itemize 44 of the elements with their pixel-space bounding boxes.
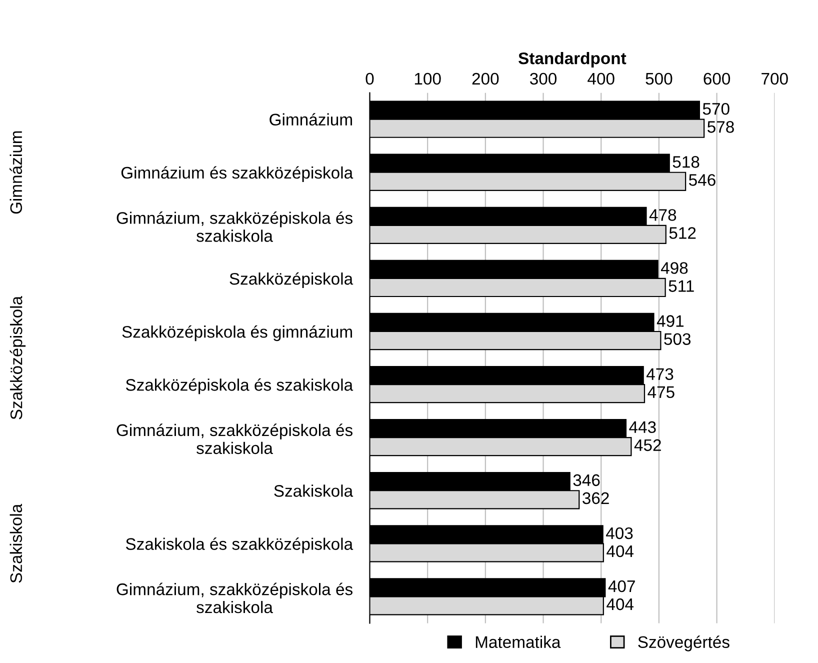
data-label: 512 [669,227,696,239]
y-tick-label: Gimnázium [270,113,352,126]
x-axis-title: Standardpont [518,52,626,68]
data-label: 404 [606,545,634,558]
y-tick-label: Szakközépiskola és gimnázium [122,325,352,342]
y-tick-label: Gimnázium, szakközépiskola és szakiskola [116,212,352,242]
data-label: 478 [649,209,676,221]
text: Szakközépiskola [10,296,26,420]
x-tick-label: 500 [646,72,672,85]
x-tick-label: 700 [762,72,788,85]
x-tick-label: 0 [366,72,374,85]
x-tick-label: 100 [414,72,441,85]
data-label: 403 [606,527,633,540]
data-label: 362 [582,492,609,504]
data-label: 570 [702,102,730,115]
y-tick-label: Szakközépiskola [230,272,354,288]
y-tick-label: Szakiskola és szakközépiskola [126,538,354,554]
data-label: 475 [648,386,674,398]
data-label: 443 [629,421,656,434]
data-label: 346 [573,474,600,486]
data-label: 518 [672,156,700,168]
y-tick-label: Gimnázium, szakközépiskola és szakiskola [116,582,352,614]
text: Szakiskola [10,504,22,583]
data-label: 404 [606,598,634,610]
y-tick-label: Szakiskola [274,484,354,497]
data-label: 452 [634,439,661,452]
legend-label: Szövegértés [638,636,730,652]
x-tick-label: 600 [704,72,730,85]
x-tick-label: 300 [530,72,557,85]
data-label: 511 [668,280,694,292]
y-tick-label: Gimnázium és szakközépiskola [121,166,354,182]
text: Gimnázium [10,131,22,214]
data-label: 503 [664,333,691,345]
data-label: 498 [660,262,688,274]
data-label: 473 [646,368,674,380]
data-label: 578 [708,121,734,133]
x-tick-label: 400 [588,72,614,85]
legend-label: Matematika [476,636,561,648]
data-label: 491 [656,315,684,327]
x-tick-label: 200 [472,72,499,85]
y-tick-label: Szakközépiskola és szakiskola [126,378,354,394]
y-tick-label: Gimnázium, szakközépiskola és szakiskola [116,424,352,454]
data-label: 407 [608,580,635,592]
data-label: 546 [689,174,716,186]
